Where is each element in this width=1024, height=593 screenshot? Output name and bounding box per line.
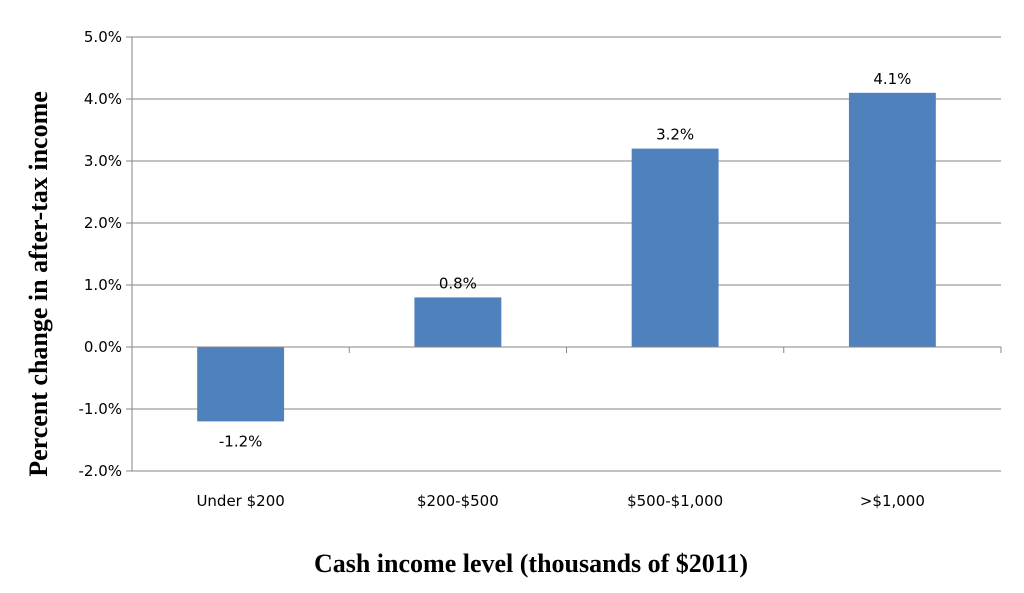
data-labels: -1.2% 0.8% 3.2% 4.1% — [219, 70, 912, 451]
x-tick-label: $500-$1,000 — [627, 492, 723, 510]
data-label: 4.1% — [873, 70, 911, 88]
y-tick-labels: 5.0% 4.0% 3.0% 2.0% 1.0% 0.0% -1.0% -2.0% — [78, 28, 122, 480]
y-tick-label: 1.0% — [84, 276, 122, 294]
bars — [197, 92, 936, 422]
data-label: -1.2% — [219, 432, 263, 450]
bar — [414, 297, 502, 347]
y-tick-label: -1.0% — [78, 400, 122, 418]
data-label: 0.8% — [439, 274, 477, 292]
data-label: 3.2% — [656, 126, 694, 144]
bar — [631, 148, 719, 347]
bar — [197, 347, 285, 422]
y-axis-title: Percent change in after-tax income — [24, 91, 53, 477]
y-tick-label: 2.0% — [84, 214, 122, 232]
x-tick-label: $200-$500 — [417, 492, 499, 510]
x-tick-label: >$1,000 — [860, 492, 925, 510]
axes — [126, 36, 1002, 472]
x-tick-labels: Under $200 $200-$500 $500-$1,000 >$1,000 — [196, 492, 924, 510]
y-tick-label: 3.0% — [84, 152, 122, 170]
y-tick-label: 0.0% — [84, 338, 122, 356]
y-tick-label: -2.0% — [78, 462, 122, 480]
bar — [848, 92, 936, 347]
x-axis-title: Cash income level (thousands of $2011) — [314, 549, 748, 578]
y-tick-label: 5.0% — [84, 28, 122, 46]
x-tick-label: Under $200 — [196, 492, 284, 510]
y-tick-label: 4.0% — [84, 90, 122, 108]
